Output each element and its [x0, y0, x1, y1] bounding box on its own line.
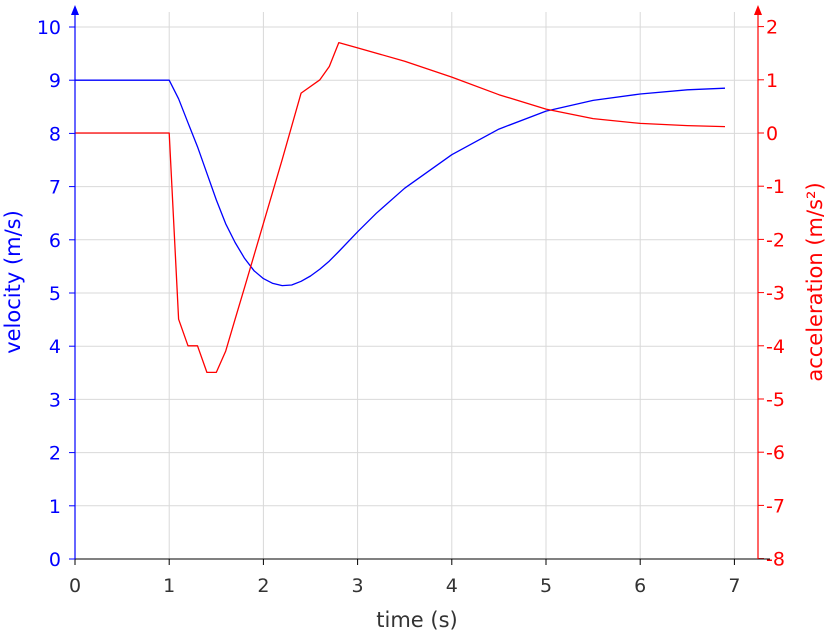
y-right-tick-label: -6	[766, 442, 785, 464]
y-right-tick-label: 0	[766, 123, 778, 145]
y-left-tick-label: 5	[49, 283, 61, 305]
series-layer	[75, 41, 726, 374]
x-tick-label: 7	[728, 575, 740, 597]
y-right-tick-label: -2	[766, 229, 785, 251]
y-left-tick-label: 3	[49, 389, 61, 411]
y-right-tick-label: -7	[766, 495, 785, 517]
y-left-tick-label: 10	[37, 17, 61, 39]
y-right-tick-label: -8	[766, 549, 785, 571]
x-tick-label: 5	[540, 575, 552, 597]
y-right-tick-label: 1	[766, 70, 778, 92]
axes	[69, 5, 770, 565]
y-right-tick-label: -4	[766, 336, 785, 358]
y-left-tick-label: 6	[49, 230, 61, 252]
y-left-tick-label: 1	[49, 496, 61, 518]
y-left-tick-label: 0	[49, 549, 61, 571]
acceleration-series-line	[75, 41, 726, 374]
y-left-tick-label: 7	[49, 177, 61, 199]
x-tick-label: 1	[163, 575, 175, 597]
x-tick-label: 3	[352, 575, 364, 597]
y-right-axis-title: acceleration (m/s²)	[803, 182, 827, 381]
y-left-tick-label: 2	[49, 443, 61, 465]
y-left-tick-label: 4	[49, 336, 61, 358]
y-left-tick-label: 9	[49, 70, 61, 92]
y-left-axis-title: velocity (m/s)	[1, 210, 25, 354]
y-right-tick-label: -3	[766, 283, 785, 305]
x-axis-title: time (s)	[376, 608, 457, 632]
y-right-tick-label: -5	[766, 389, 785, 411]
x-tick-label: 6	[634, 575, 646, 597]
velocity-series-line	[75, 79, 726, 287]
y-right-tick-label: -1	[766, 176, 785, 198]
y-left-tick-label: 8	[49, 123, 61, 145]
tick-labels: 0 1 2 3 4 5 6 7 0 1 2 3 4 5 6 7 8 9 10 -8 -7 -6 -5 -4 -3 -2 -1 0 1 2	[37, 17, 785, 597]
y-right-tick-label: 2	[766, 17, 778, 39]
y-right-axis-arrow	[754, 5, 762, 15]
x-tick-label: 4	[446, 575, 458, 597]
x-tick-label: 2	[257, 575, 269, 597]
x-tick-label: 0	[69, 575, 81, 597]
y-left-axis-arrow	[71, 5, 79, 15]
